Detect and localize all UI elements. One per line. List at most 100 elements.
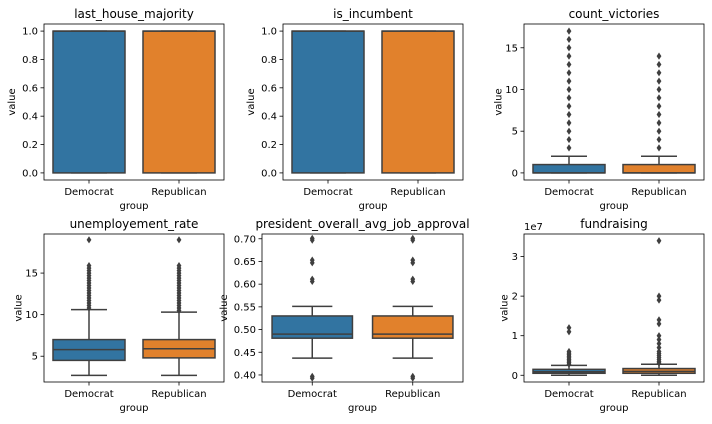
- y-tick-label: 0.65: [234, 257, 256, 268]
- box-republican: [142, 30, 216, 174]
- outlier-point: [656, 94, 662, 102]
- y-tick-label: 1: [512, 331, 518, 342]
- outlier-point: [566, 328, 572, 336]
- axes-frame: [523, 233, 705, 383]
- x-tick-label: Democrat: [288, 389, 337, 400]
- y-tick-label: 0.4: [22, 112, 38, 123]
- x-tick-label: Republican: [631, 187, 686, 198]
- outlier-point: [410, 234, 416, 242]
- outlier-point: [566, 77, 572, 85]
- x-tick-label: Democrat: [64, 187, 113, 198]
- outlier-point: [656, 69, 662, 77]
- outlier-point: [656, 77, 662, 85]
- outlier-point: [656, 320, 662, 328]
- outlier-point: [656, 110, 662, 119]
- x-axis-label: group: [119, 201, 148, 212]
- subplot-title: last_house_majority: [74, 7, 194, 21]
- outlier-point: [566, 94, 572, 102]
- box-body: [52, 30, 126, 174]
- outlier-point: [309, 372, 315, 380]
- y-tick-label: 10: [505, 85, 518, 96]
- y-tick-label: 1.0: [22, 27, 38, 38]
- subplot-3: 0 5 10 15 Democrat Republican count_victoriesg…: [493, 7, 705, 212]
- box-republican: [371, 234, 454, 382]
- y-tick-label: 15: [25, 269, 38, 280]
- outlier-point: [656, 336, 662, 344]
- outlier-point: [566, 119, 572, 127]
- y-tick-label: 0: [512, 168, 518, 179]
- outlier-point: [566, 27, 572, 35]
- y-offset-text: 1e7: [524, 222, 543, 233]
- outlier-point: [656, 135, 662, 144]
- axes-frame: [261, 233, 464, 383]
- axes-frame: [523, 23, 705, 181]
- y-tick-label: 0.2: [22, 140, 38, 151]
- y-tick-label: 5: [512, 127, 518, 138]
- outlier-point: [86, 261, 92, 270]
- outlier-point: [656, 292, 662, 300]
- y-tick-label: 0.50: [234, 325, 256, 336]
- y-tick-label: 0.4: [261, 112, 277, 123]
- outlier-point: [86, 236, 92, 244]
- outlier-point: [309, 256, 315, 264]
- box-democrat: [52, 236, 126, 377]
- outlier-point: [566, 110, 572, 119]
- box-democrat: [291, 30, 365, 174]
- outlier-point: [656, 347, 662, 356]
- outlier-point: [309, 275, 315, 283]
- outlier-point: [566, 347, 572, 356]
- outlier-point: [566, 60, 572, 69]
- x-axis-label: group: [348, 403, 377, 414]
- y-axis-label: value: [500, 294, 511, 321]
- outlier-point: [566, 85, 572, 94]
- y-axis-label: value: [219, 294, 230, 321]
- x-tick-label: Democrat: [64, 389, 113, 400]
- outlier-point: [656, 343, 662, 352]
- x-tick-label: Republican: [631, 389, 686, 400]
- outlier-point: [656, 332, 662, 340]
- box-body: [291, 30, 365, 174]
- x-tick-label: Democrat: [544, 389, 593, 400]
- x-tick-label: Republican: [151, 389, 206, 400]
- y-tick-label: 15: [505, 43, 518, 54]
- y-tick-label: 5: [32, 352, 38, 363]
- box-republican: [622, 52, 696, 174]
- outlier-point: [656, 296, 662, 304]
- y-axis-label: value: [13, 294, 24, 321]
- outlier-point: [410, 372, 416, 380]
- y-tick-label: 10: [25, 310, 38, 321]
- outlier-point: [656, 60, 662, 69]
- box-body: [381, 30, 455, 174]
- y-tick-label: 1.0: [261, 27, 277, 38]
- box-body: [622, 163, 696, 174]
- subplot-4: 5 10 15 Democrat Republican unemployement_rat…: [13, 217, 225, 414]
- y-tick-label: 0.70: [234, 234, 256, 245]
- outlier-point: [656, 340, 662, 348]
- y-tick-label: 0.0: [22, 168, 38, 179]
- box-democrat: [532, 27, 606, 174]
- y-tick-label: 0.60: [234, 280, 256, 291]
- outlier-point: [656, 52, 662, 60]
- box-republican: [381, 30, 455, 174]
- y-tick-label: 2: [512, 292, 518, 303]
- outlier-point: [656, 102, 662, 110]
- y-tick-label: 0.8: [261, 55, 277, 66]
- outlier-point: [656, 119, 662, 127]
- outlier-point: [566, 127, 572, 135]
- outlier-point: [566, 35, 572, 44]
- outlier-point: [309, 234, 315, 242]
- outlier-point: [656, 127, 662, 135]
- subplot-title: unemployement_rate: [70, 217, 199, 231]
- x-tick-label: Republican: [151, 187, 206, 198]
- box-democrat: [271, 234, 354, 382]
- y-tick-label: 0.2: [261, 140, 277, 151]
- subplot-6: 0 1 2 3 Democrat Republican fundraising group va…: [500, 217, 705, 414]
- subplot-1: 0.0 0.2 0.4 0.6 0.8 1.0 Democrat Republican last…: [7, 7, 225, 212]
- subplot-title: is_incumbent: [333, 7, 413, 21]
- x-axis-label: group: [599, 201, 628, 212]
- outlier-point: [566, 144, 572, 152]
- outlier-point: [656, 237, 662, 245]
- box-body: [371, 315, 454, 339]
- y-tick-label: 0.55: [234, 302, 256, 313]
